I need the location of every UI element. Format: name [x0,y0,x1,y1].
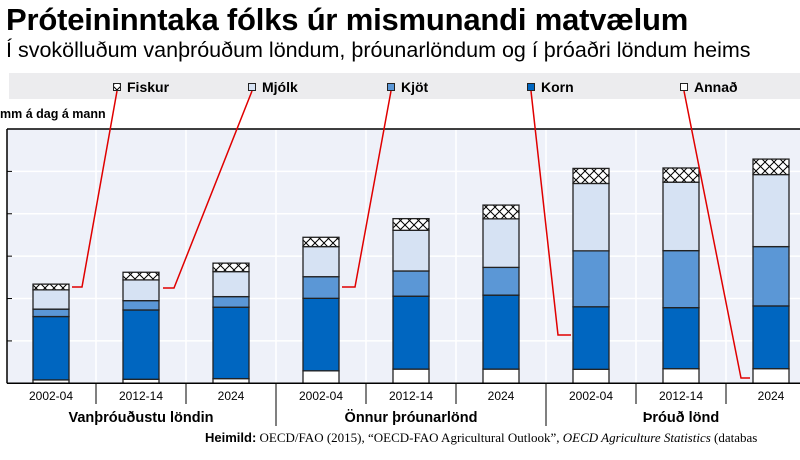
bar-segment-mjólk [752,173,790,248]
group-label: Önnur þróunarlönd [345,409,478,426]
category-label: 2002-04 [299,389,343,403]
group-label: Þróuð lönd [643,410,720,426]
bar-segment-kjöt [122,300,160,311]
bar-segment-korn [662,306,700,370]
category-label: 2012-14 [389,389,433,403]
leader-line-korn [530,90,571,336]
legend-label: Mjólk [262,79,298,95]
bar-segment-korn [392,295,430,370]
bar-segment-korn [302,297,340,372]
bar-segment-fiskur [482,204,520,220]
bar-segment-korn [752,305,790,370]
bar-segment-fiskur [212,262,250,273]
bar-segment-annað [752,368,790,384]
bar-segment-kjöt [212,295,250,308]
category-label: 2002-04 [29,389,73,403]
y-axis-label: mm á dag á mann [0,107,106,121]
bar-segment-annað [572,368,610,384]
bar-segment-kjöt [482,266,520,296]
bar-segment-annað [482,368,520,384]
bar-segment-fiskur [122,271,160,281]
legend-swatch-mjólk [248,83,256,91]
bar-segment-fiskur [662,167,700,183]
bar-segment-fiskur [392,217,430,231]
leader-line-mjólk [163,90,253,289]
legend-swatch-kjöt [387,83,395,91]
chart-title: Próteininntaka fólks úr mismunandi matvæ… [6,2,689,37]
bar-segment-korn [212,306,250,380]
category-label: 2024 [218,389,245,403]
leader-line-fiskur [72,90,118,288]
category-label: 2024 [488,389,515,403]
bar-segment-mjólk [482,218,520,269]
bar-segment-korn [482,294,520,370]
x-axis: 2002-04 2012-14 2024 Vanþróuðustu löndin 200… [7,382,800,426]
bar-segment-fiskur [32,283,70,291]
bar-segment-mjólk [302,245,340,278]
legend-swatch-fiskur [113,83,121,91]
bar-segment-fiskur [752,158,790,176]
bar-segment-mjólk [212,270,250,298]
source-italic: OECD Agriculture Statistics [562,430,711,445]
bar-segment-kjöt [32,308,70,318]
bar-segment-annað [302,370,340,384]
category-label: 2002-04 [569,389,613,403]
leader-line-kjöt [342,90,392,288]
bar-segment-korn [572,306,610,370]
source-label: Heimild: [205,430,257,445]
source-tail: (databas [710,430,758,445]
bar-segment-korn [32,315,70,381]
category-label: 2012-14 [659,389,703,403]
bar-segment-mjólk [662,181,700,252]
category-label: 2012-14 [119,389,163,403]
bar-segment-kjöt [572,250,610,308]
legend-label: Korn [541,79,574,95]
bar-segment-kjöt [392,270,430,297]
bar-segment-mjólk [122,279,160,302]
legend-background [9,73,800,99]
bar-segment-kjöt [662,249,700,309]
bar-segment-mjólk [32,289,70,310]
leader-line-annað [683,90,750,379]
bar-segment-annað [662,368,700,384]
category-label: 2024 [758,389,785,403]
source-text: OECD/FAO (2015), “OECD-FAO Agricultural … [256,430,563,445]
bar-segment-kjöt [752,245,790,307]
source-note: Heimild: OECD/FAO (2015), “OECD-FAO Agri… [205,430,757,446]
chart-subtitle: Í svokölluðum vanþróuðum löndum, þróunar… [6,38,751,62]
legend-label: Fiskur [127,79,170,95]
legend-leader-lines [72,90,750,379]
legend-label: Kjöt [401,79,429,95]
bar-segment-fiskur [302,236,340,248]
group-label: Vanþróuðustu löndin [69,410,214,426]
bar-segment-mjólk [572,182,610,252]
bar-segment-mjólk [392,229,430,272]
legend-label: Annað [694,79,738,95]
bar-segment-korn [122,309,160,380]
bar-segment-fiskur [572,167,610,185]
bar-segment-kjöt [302,276,340,299]
legend-swatch-annað [680,83,688,91]
bars [32,158,790,384]
legend-swatch-korn [527,83,535,91]
legend: Fiskur Mjólk Kjöt Korn Annað [9,73,800,99]
bar-segment-annað [392,368,430,384]
